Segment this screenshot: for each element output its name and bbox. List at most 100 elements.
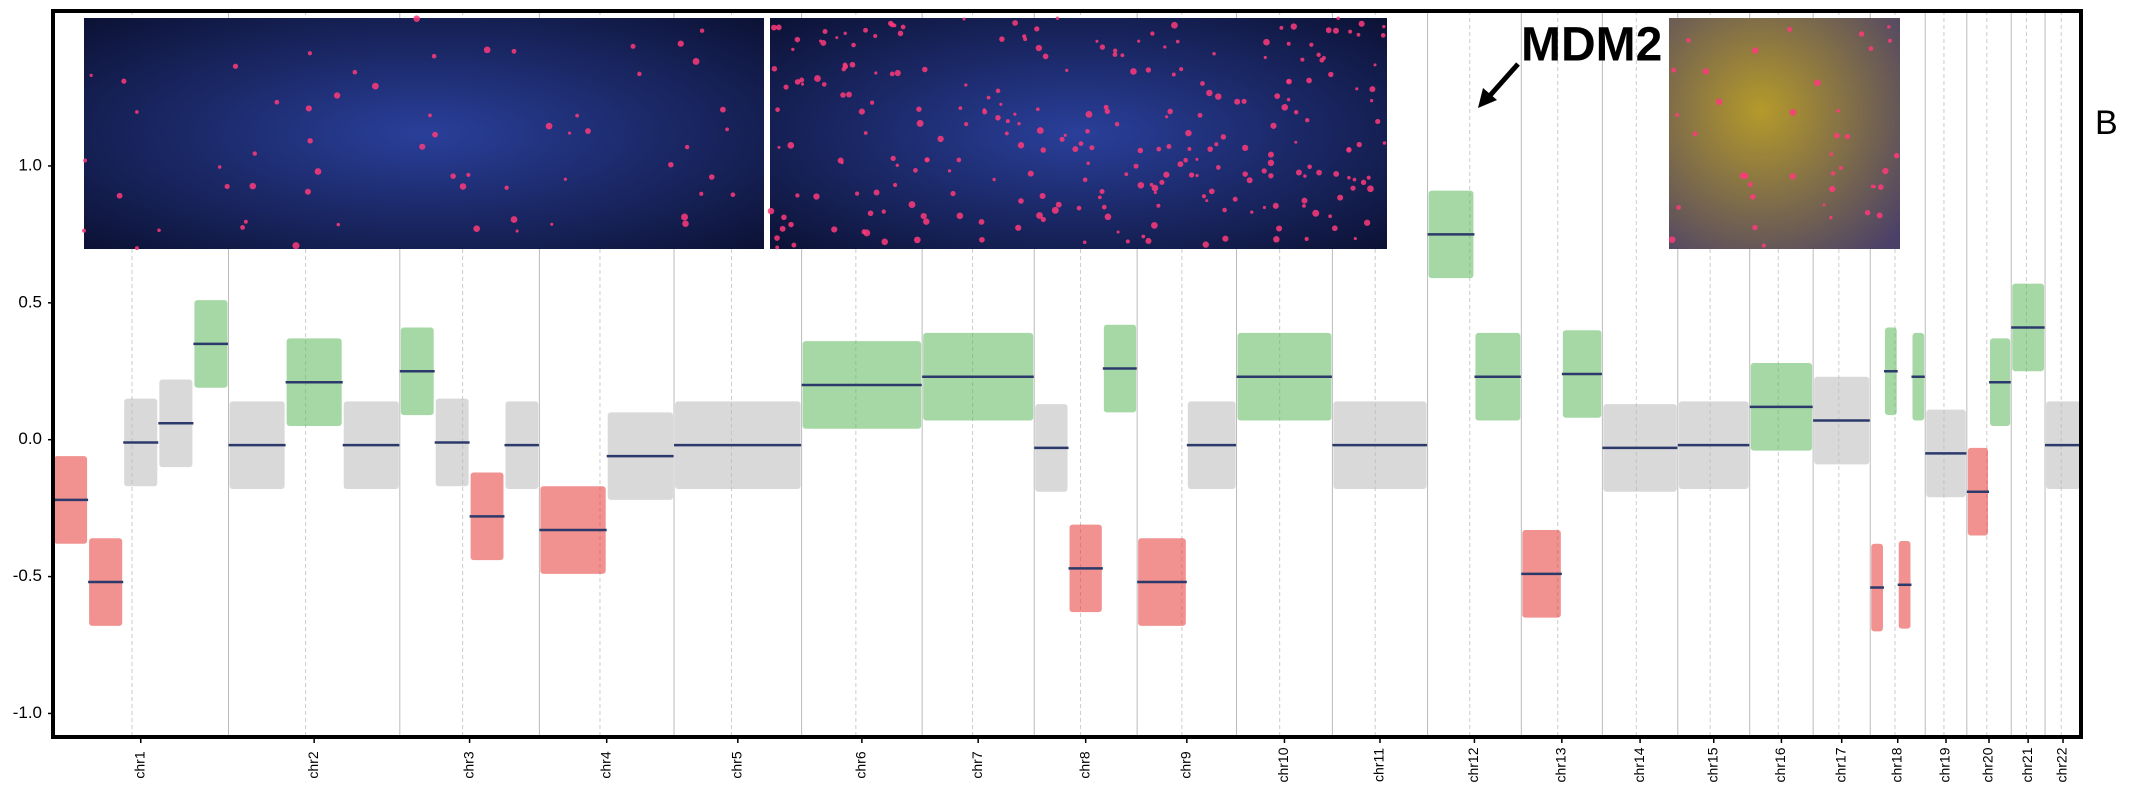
signal-dot <box>1232 196 1238 202</box>
signal-dot <box>846 91 852 98</box>
signal-dot <box>504 185 509 190</box>
signal-dot <box>1022 34 1027 39</box>
signal-dot <box>510 216 518 223</box>
arrow-head <box>1478 88 1497 108</box>
signal-dot <box>799 77 805 83</box>
signal-dot <box>1004 131 1009 136</box>
signal-dot <box>962 17 966 21</box>
signal-dot <box>240 224 246 230</box>
signal-dot <box>1163 171 1170 178</box>
signal-dot <box>858 108 865 115</box>
y-tick-label: 0.5 <box>18 292 42 311</box>
signal-dot <box>1183 157 1188 163</box>
y-tick-label: -0.5 <box>13 566 42 585</box>
signal-dot <box>1086 161 1090 166</box>
signal-dot <box>371 82 379 90</box>
signal-dot <box>1286 41 1291 46</box>
signal-dot <box>822 28 828 35</box>
signal-dot <box>908 201 916 209</box>
signal-dot <box>1051 206 1059 214</box>
signal-dot <box>305 105 312 112</box>
signal-dot <box>1039 192 1046 199</box>
signal-dot <box>1836 108 1841 113</box>
signal-dot <box>999 36 1005 42</box>
x-tick-label: chr4 <box>597 751 613 778</box>
signal-dot <box>1197 112 1203 118</box>
signal-dot <box>1234 98 1241 105</box>
annotation: MDM2 <box>1521 19 1662 72</box>
signal-dot <box>783 84 789 90</box>
signal-dot <box>881 238 888 246</box>
signal-dot <box>1151 184 1159 192</box>
signal-dot <box>1208 188 1215 195</box>
signal-dot <box>892 23 897 28</box>
signal-dot <box>1171 21 1178 29</box>
signal-dot <box>249 182 257 190</box>
signal-dot <box>1246 177 1253 184</box>
x-tick-label: chr2 <box>305 751 321 778</box>
signal-dot <box>730 192 736 198</box>
signal-dot <box>1366 175 1371 180</box>
signal-dot <box>483 46 491 54</box>
signal-dot <box>837 157 844 164</box>
signal-dot <box>1242 144 1249 151</box>
signal-dot <box>585 128 591 134</box>
signal-dot <box>1316 52 1321 58</box>
signal-dot <box>243 219 248 224</box>
signal-dot <box>835 36 839 40</box>
signal-dot <box>791 47 795 52</box>
x-tick-label: chr13 <box>1553 747 1569 782</box>
signal-dot <box>958 106 963 111</box>
signal-dot <box>1382 24 1386 29</box>
signal-dot <box>637 71 642 77</box>
signal-dot <box>1375 118 1381 125</box>
signal-dot <box>1082 240 1087 245</box>
signal-dot <box>1171 72 1176 77</box>
signal-dot <box>995 88 1001 94</box>
signal-dot <box>1675 113 1680 117</box>
signal-dot <box>1358 20 1365 27</box>
signal-dot <box>1012 20 1019 26</box>
signal-dot <box>563 177 567 181</box>
signal-dot <box>1145 67 1152 73</box>
signal-dot <box>795 193 800 198</box>
signal-dot <box>1306 77 1312 84</box>
signal-dot <box>1082 177 1088 183</box>
signal-dot <box>1302 203 1306 208</box>
x-tick-label: chr18 <box>1888 747 1904 782</box>
signal-dot <box>1027 170 1034 177</box>
signal-dot <box>1352 177 1357 182</box>
signal-dot <box>863 229 871 237</box>
fish-image <box>1669 18 1900 249</box>
signal-dot <box>1876 212 1883 219</box>
signal-dot <box>1328 214 1333 219</box>
signal-dot <box>922 66 928 73</box>
signal-dot <box>1355 87 1359 91</box>
signal-dot <box>1367 185 1374 193</box>
signal-dot <box>775 107 780 113</box>
signal-dot <box>1739 172 1747 180</box>
signal-dot <box>1276 225 1283 232</box>
signal-dot <box>224 183 230 190</box>
signal-dot <box>869 100 875 105</box>
signal-dot <box>550 222 554 226</box>
signal-dot <box>1130 68 1137 75</box>
signal-dot <box>1868 46 1874 51</box>
signal-dot <box>1300 57 1305 62</box>
signal-dot <box>135 110 139 114</box>
signal-dot <box>1789 173 1796 180</box>
signal-dot <box>995 115 1001 121</box>
x-tick-label: chr6 <box>853 751 869 778</box>
signal-dot <box>1156 146 1162 152</box>
signal-dot <box>1692 131 1698 137</box>
signal-dot <box>677 40 684 47</box>
signal-dot <box>419 143 426 150</box>
signal-dot <box>1116 230 1120 234</box>
signal-dot <box>1018 198 1024 204</box>
x-tick-label: chr1 <box>131 751 147 778</box>
signal-dot <box>1752 224 1758 231</box>
signal-dot <box>1337 194 1344 201</box>
signal-dot <box>1040 216 1046 223</box>
inset-images <box>81 15 1900 251</box>
signal-dot <box>1175 39 1180 44</box>
